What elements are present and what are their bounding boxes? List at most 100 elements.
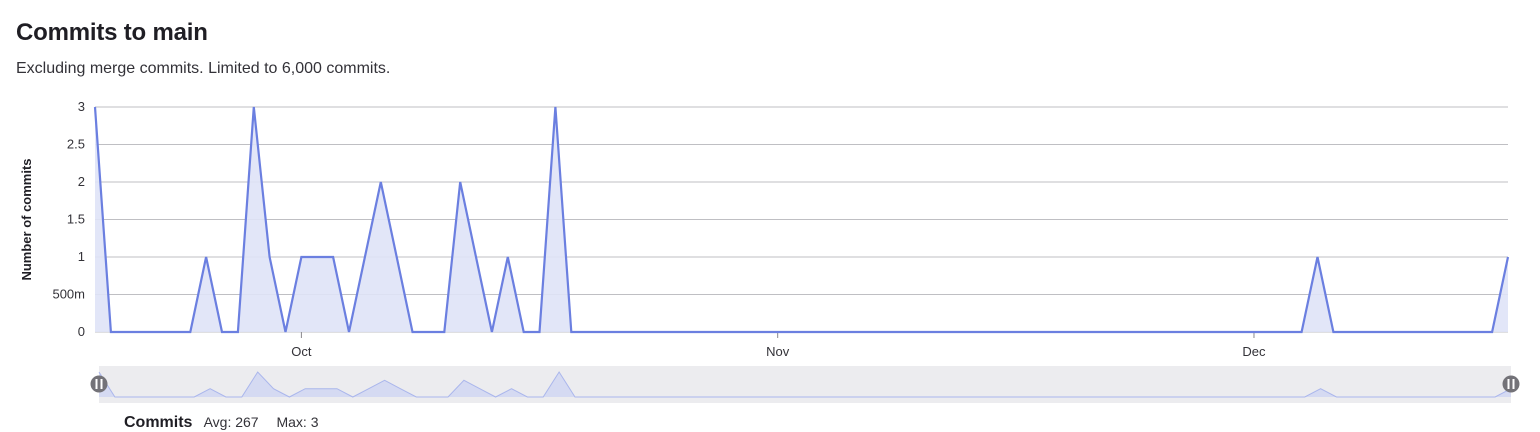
data-point (1187, 329, 1193, 335)
data-point (664, 329, 670, 335)
data-point (1330, 329, 1336, 335)
data-point (775, 329, 781, 335)
data-point (743, 329, 749, 335)
chart-legend: Commits Avg: 267 Max: 3 (124, 414, 333, 432)
data-point (568, 329, 574, 335)
data-point (1013, 329, 1019, 335)
data-point (219, 329, 225, 335)
data-point (425, 329, 431, 335)
data-point (378, 179, 384, 185)
data-point (1219, 329, 1225, 335)
data-point (1092, 329, 1098, 335)
data-point (1473, 329, 1479, 335)
y-tick-label: 1 (78, 249, 85, 264)
data-point (124, 329, 130, 335)
data-point (1314, 254, 1320, 260)
data-point (902, 329, 908, 335)
y-tick-label: 3 (78, 99, 85, 114)
y-tick-label: 1.5 (67, 212, 85, 227)
data-point (965, 329, 971, 335)
data-point (949, 329, 955, 335)
data-point (1076, 329, 1082, 335)
data-point (1362, 329, 1368, 335)
data-point (1172, 329, 1178, 335)
data-point (1346, 329, 1352, 335)
data-point (441, 329, 447, 335)
y-tick-label: 2.5 (67, 137, 85, 152)
chart-title: Commits to main (16, 19, 208, 46)
data-point (1457, 329, 1463, 335)
data-point (711, 329, 717, 335)
data-point (1235, 329, 1241, 335)
data-point (283, 329, 289, 335)
chart-subtitle: Excluding merge commits. Limited to 6,00… (16, 60, 391, 77)
zoom-preview-line (98, 371, 1512, 398)
data-point (537, 329, 543, 335)
data-point (1060, 329, 1066, 335)
data-point (648, 329, 654, 335)
data-point (362, 254, 368, 260)
data-point (171, 329, 177, 335)
data-point (1203, 329, 1209, 335)
data-point (584, 329, 590, 335)
data-point (870, 329, 876, 335)
data-point (1124, 329, 1130, 335)
legend-avg: Avg: 267 (203, 414, 259, 430)
data-point (918, 329, 924, 335)
data-point (346, 329, 352, 335)
data-point (727, 329, 733, 335)
data-point (997, 329, 1003, 335)
zoom-handle-start-icon[interactable] (90, 375, 108, 393)
data-point (552, 104, 558, 110)
data-point (1156, 329, 1162, 335)
data-point (1267, 329, 1273, 335)
data-point (759, 329, 765, 335)
commits-area-chart[interactable]: 0 500m 1 1.5 2 2.5 3 Number of commits Oct Nov Dec (0, 0, 1540, 410)
y-tick-label: 0 (78, 324, 85, 339)
y-axis-label: Number of commits (19, 158, 34, 280)
x-tick-label: Nov (766, 344, 790, 359)
data-point (1505, 254, 1511, 260)
data-point (92, 104, 98, 110)
y-tick-label: 500m (52, 287, 85, 302)
data-point (600, 329, 606, 335)
data-point (822, 329, 828, 335)
data-point (1426, 329, 1432, 335)
data-point (1029, 329, 1035, 335)
data-point (187, 329, 193, 335)
data-point (489, 329, 495, 335)
zoom-preview-area (99, 372, 1511, 397)
zoom-handle-end-icon[interactable] (1502, 375, 1520, 393)
legend-max: Max: 3 (276, 414, 319, 430)
data-point (632, 329, 638, 335)
data-point (330, 254, 336, 260)
y-tick-label: 2 (78, 174, 85, 189)
data-point (394, 254, 400, 260)
data-point (806, 329, 812, 335)
data-point (1108, 329, 1114, 335)
data-point (838, 329, 844, 335)
data-point (140, 329, 146, 335)
data-point (981, 329, 987, 335)
data-point (1140, 329, 1146, 335)
data-point (1283, 329, 1289, 335)
data-point (1251, 329, 1257, 335)
data-point (410, 329, 416, 335)
series-area (95, 107, 1508, 332)
data-point (235, 329, 241, 335)
data-point (1045, 329, 1051, 335)
data-point (1489, 329, 1495, 335)
data-point (314, 254, 320, 260)
data-point (505, 254, 511, 260)
series-line (93, 106, 1510, 334)
data-point (1441, 329, 1447, 335)
data-point (1299, 329, 1305, 335)
data-point (1394, 329, 1400, 335)
data-point (203, 254, 209, 260)
data-point (521, 329, 527, 335)
data-point (791, 329, 797, 335)
data-point (854, 329, 860, 335)
data-point (108, 329, 114, 335)
data-point (298, 254, 304, 260)
data-point (267, 254, 273, 260)
